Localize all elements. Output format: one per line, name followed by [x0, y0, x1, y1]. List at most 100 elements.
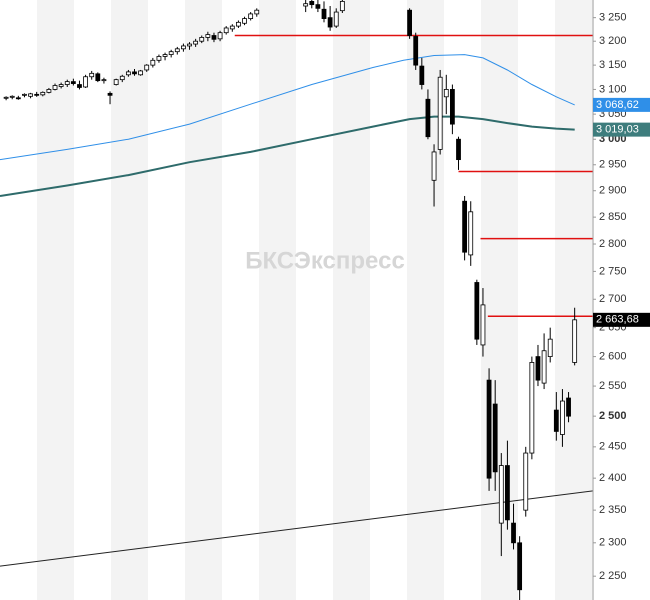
y-tick-label: 2 400 [599, 472, 627, 484]
candle-body [566, 397, 571, 417]
candle-body [174, 48, 180, 53]
y-tick-label: 2 700 [599, 293, 627, 305]
candle-body [315, 4, 321, 9]
candle-body [523, 452, 529, 511]
candle-body [505, 465, 510, 521]
candle-body [431, 151, 437, 181]
stripe [37, 0, 74, 600]
y-tick-label: 2 750 [599, 265, 627, 277]
candle-body [22, 93, 27, 96]
price-label: 2 663,68 [596, 314, 639, 326]
candle-body [138, 70, 144, 76]
candle-body [199, 37, 205, 42]
y-tick-label: 2 550 [599, 380, 627, 392]
line [0, 490, 593, 567]
candle-body [535, 356, 541, 381]
candle-body [34, 93, 40, 96]
candle-body [52, 85, 58, 90]
candle-body [321, 8, 327, 19]
candle-body [309, 0, 315, 6]
candle-body [492, 403, 498, 473]
candle-body [150, 59, 156, 66]
candle-body [211, 35, 217, 40]
price-label: 3 068,62 [596, 99, 639, 111]
candle-body [486, 379, 492, 479]
y-tick-label: 2 900 [599, 185, 627, 197]
y-tick-label: 2 950 [599, 159, 627, 171]
price-badge [593, 122, 650, 137]
candle-body [529, 362, 535, 454]
candle-body [498, 465, 504, 524]
candle-body [419, 65, 425, 85]
candle-body [236, 21, 241, 27]
candle-body [58, 84, 64, 87]
candle-body [107, 92, 113, 96]
candle-body [205, 34, 211, 38]
candle-body [119, 75, 125, 81]
candle-body [217, 32, 223, 40]
candle-body [254, 9, 260, 15]
candle-body [144, 64, 150, 71]
candle-body [113, 79, 119, 85]
candle-body [437, 76, 443, 150]
line [0, 115, 575, 197]
candle-body [64, 81, 70, 85]
candle-body [125, 71, 131, 76]
candle-body [95, 73, 101, 82]
candle-body [181, 45, 186, 50]
y-tick-label: 2 300 [599, 537, 627, 549]
y-tick-label: 2 500 [599, 410, 627, 422]
candle-body [425, 98, 431, 138]
candle-body [553, 409, 559, 432]
candle-body [480, 304, 486, 346]
candle-body [70, 81, 76, 84]
candle-body [333, 11, 339, 27]
candle-body [462, 200, 468, 253]
candle-body [560, 400, 565, 435]
y-tick-label: 2 850 [599, 211, 627, 223]
candle-body [229, 25, 235, 30]
candle-body [541, 350, 547, 384]
candle-body [456, 138, 461, 161]
stripe [111, 0, 148, 600]
candle-body [15, 97, 21, 100]
candle-body [187, 43, 192, 47]
y-tick-label: 3 100 [599, 83, 627, 95]
candle-body [46, 89, 52, 93]
y-tick-label: 2 800 [599, 238, 627, 250]
candle-body [89, 72, 95, 78]
candle-body [77, 84, 82, 88]
candle-body [443, 89, 449, 98]
candle-body [193, 40, 199, 45]
price-label: 3 019,03 [596, 124, 639, 136]
background-stripes [37, 0, 592, 600]
candle-body [339, 0, 345, 12]
watermark: БКСЭкспресс [245, 247, 405, 274]
candle-body [327, 17, 333, 28]
candle-body [83, 76, 88, 88]
candle-body [3, 96, 9, 99]
candle-body [303, 3, 309, 7]
candle-body [248, 13, 254, 19]
candle-body [407, 9, 412, 36]
candle-body [572, 319, 578, 363]
candle-body [449, 89, 455, 125]
stripe [185, 0, 222, 600]
candle-body [547, 338, 553, 357]
candle-body [168, 51, 174, 55]
y-tick-label: 2 350 [599, 504, 627, 516]
candle-body [223, 27, 229, 34]
stripe [555, 0, 592, 600]
candle-body [156, 56, 162, 61]
candle-body [413, 36, 419, 66]
price-badge [593, 97, 650, 112]
candle-body [28, 93, 33, 97]
candle-body [468, 211, 474, 256]
stripe [259, 0, 296, 600]
y-tick-label: 2 250 [599, 570, 627, 582]
y-tick-label: 3 200 [599, 35, 627, 47]
candle-body [517, 542, 523, 591]
y-tick-label: 2 450 [599, 441, 627, 453]
